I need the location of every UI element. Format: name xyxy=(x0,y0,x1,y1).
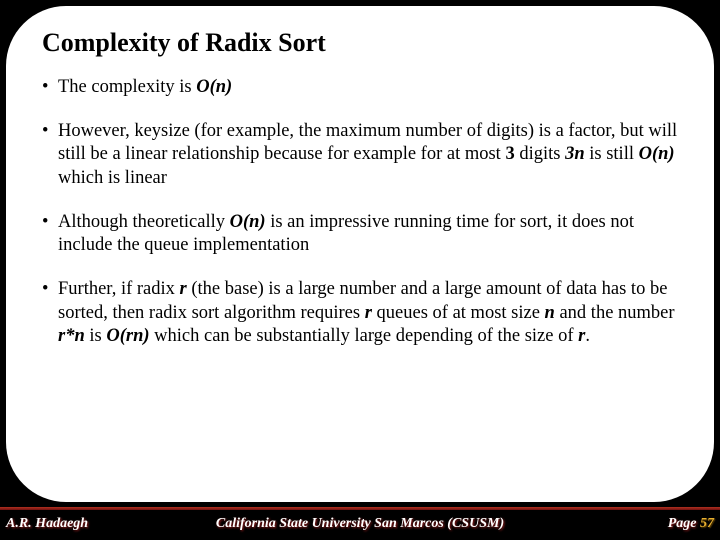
page-label: Page xyxy=(668,516,697,531)
footer-page: Page 57 xyxy=(668,516,714,532)
slide-title: Complexity of Radix Sort xyxy=(42,28,678,58)
bullet-item: Further, if radix r (the base) is a larg… xyxy=(42,278,678,349)
page-number: 57 xyxy=(700,516,714,531)
slide-card: Complexity of Radix Sort The complexity … xyxy=(6,6,714,502)
bullet-item: However, keysize (for example, the maxim… xyxy=(42,120,678,191)
footer-institution: California State University San Marcos (… xyxy=(0,516,720,532)
bullet-list: The complexity is O(n) However, keysize … xyxy=(42,76,678,349)
bullet-item: The complexity is O(n) xyxy=(42,76,678,100)
bullet-item: Although theoretically O(n) is an impres… xyxy=(42,211,678,258)
footer: A.R. Hadaegh California State University… xyxy=(0,506,720,540)
